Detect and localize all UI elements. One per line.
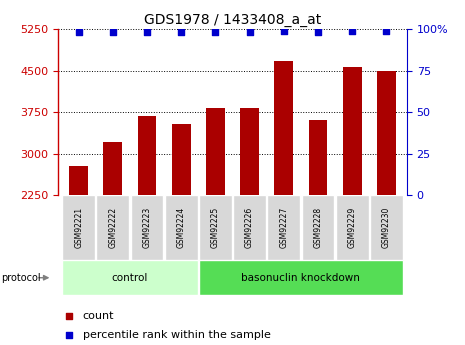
Point bbox=[65, 332, 73, 338]
Bar bbox=[309, 120, 327, 195]
Bar bbox=[69, 166, 88, 195]
Bar bbox=[377, 71, 396, 195]
Title: GDS1978 / 1433408_a_at: GDS1978 / 1433408_a_at bbox=[144, 13, 321, 27]
Point bbox=[143, 29, 151, 34]
Bar bbox=[96, 195, 129, 260]
Text: GSM92230: GSM92230 bbox=[382, 207, 391, 248]
Bar bbox=[62, 260, 198, 295]
Bar bbox=[274, 61, 293, 195]
Bar bbox=[233, 195, 266, 260]
Text: count: count bbox=[83, 312, 114, 322]
Text: GSM92221: GSM92221 bbox=[74, 207, 83, 248]
Text: GSM92229: GSM92229 bbox=[348, 207, 357, 248]
Bar bbox=[199, 195, 232, 260]
Point bbox=[348, 28, 356, 34]
Text: percentile rank within the sample: percentile rank within the sample bbox=[83, 330, 271, 340]
Bar bbox=[172, 124, 191, 195]
Bar bbox=[336, 195, 369, 260]
Text: GSM92226: GSM92226 bbox=[245, 207, 254, 248]
Bar bbox=[370, 195, 403, 260]
Bar bbox=[343, 67, 362, 195]
Point bbox=[75, 29, 82, 34]
Text: protocol: protocol bbox=[1, 273, 41, 283]
Text: GSM92227: GSM92227 bbox=[279, 207, 288, 248]
Bar bbox=[302, 195, 334, 260]
Bar bbox=[240, 108, 259, 195]
Bar bbox=[62, 195, 95, 260]
Point bbox=[280, 28, 287, 34]
Bar bbox=[103, 142, 122, 195]
Bar bbox=[165, 195, 198, 260]
Bar bbox=[267, 195, 300, 260]
Bar bbox=[138, 116, 156, 195]
Text: GSM92225: GSM92225 bbox=[211, 207, 220, 248]
Point bbox=[212, 29, 219, 34]
Point bbox=[246, 29, 253, 34]
Point bbox=[65, 314, 73, 319]
Point bbox=[178, 29, 185, 34]
Bar bbox=[206, 108, 225, 195]
Bar bbox=[131, 195, 163, 260]
Text: basonuclin knockdown: basonuclin knockdown bbox=[241, 273, 360, 283]
Point bbox=[109, 29, 117, 34]
Text: control: control bbox=[112, 273, 148, 283]
Point bbox=[314, 29, 322, 34]
Text: GSM92223: GSM92223 bbox=[142, 207, 152, 248]
Bar bbox=[199, 260, 403, 295]
Text: GSM92228: GSM92228 bbox=[313, 207, 323, 248]
Text: GSM92224: GSM92224 bbox=[177, 207, 186, 248]
Text: GSM92222: GSM92222 bbox=[108, 207, 117, 248]
Point bbox=[383, 28, 390, 34]
